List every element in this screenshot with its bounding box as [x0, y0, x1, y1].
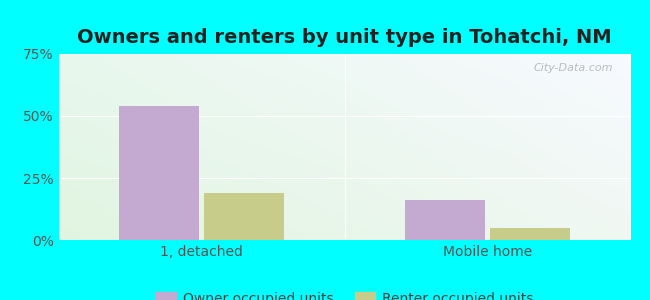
Bar [404, 200, 485, 240]
Title: Owners and renters by unit type in Tohatchi, NM: Owners and renters by unit type in Tohat… [77, 28, 612, 47]
Legend: Owner occupied units, Renter occupied units: Owner occupied units, Renter occupied un… [150, 286, 540, 300]
Bar [490, 228, 571, 240]
Text: City-Data.com: City-Data.com [534, 63, 614, 73]
Bar [204, 193, 285, 240]
Bar [118, 106, 199, 240]
